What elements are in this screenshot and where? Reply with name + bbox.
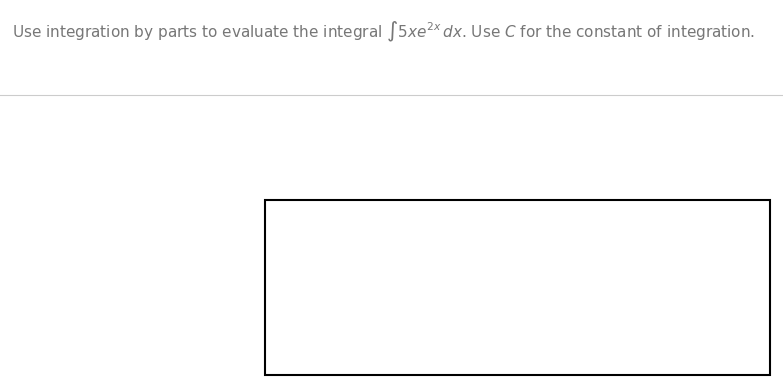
Bar [265, 200, 770, 375]
Text: Use integration by parts to evaluate the integral $\int 5xe^{2x}\, dx$. Use $C$ : Use integration by parts to evaluate the… [12, 20, 755, 44]
